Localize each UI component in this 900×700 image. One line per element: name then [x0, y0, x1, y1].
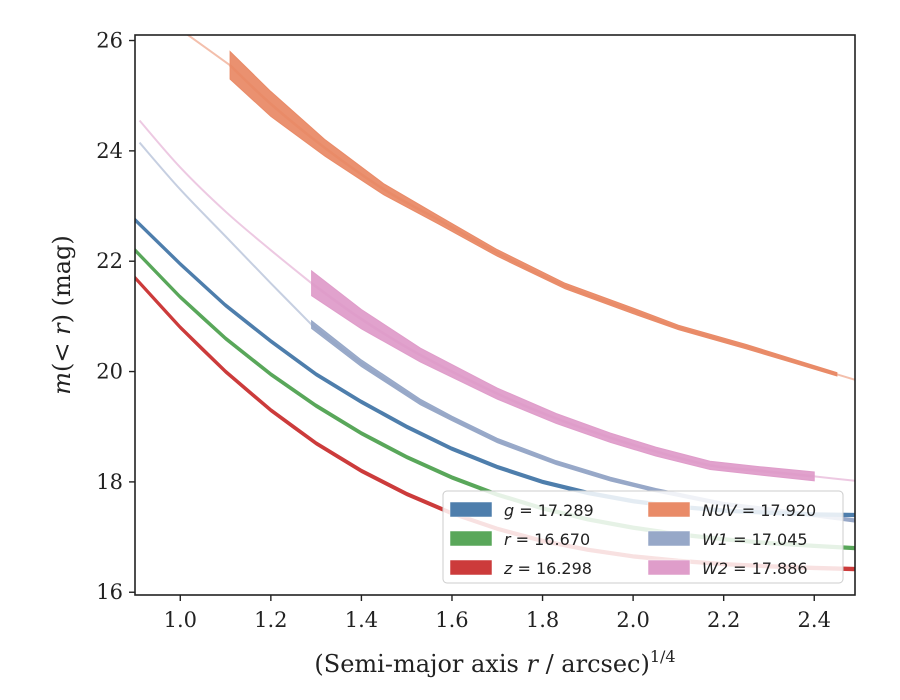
x-tick-label: 2.2	[707, 608, 740, 632]
y-tick-label: 22	[96, 249, 123, 273]
x-label-exponent: 1/4	[650, 647, 676, 666]
series-W2-band	[311, 269, 815, 482]
x-tick-label: 1.6	[435, 608, 468, 632]
series-W2-line	[310, 282, 815, 478]
legend-item-z: z = 16.298	[449, 559, 592, 578]
legend-label-W2: W2 = 17.886	[702, 559, 808, 578]
y-axis-label: m(< r) (mag)	[48, 235, 76, 395]
x-label-suffix: / arcsec)	[538, 650, 650, 678]
series-NUV-extrapolation-before	[186, 35, 231, 67]
legend-label-r: r = 16.670	[504, 530, 590, 549]
legend-swatch-W1	[647, 530, 691, 547]
series-W2-extrapolation-after	[814, 475, 855, 482]
y-tick-label: 18	[96, 470, 123, 494]
series-W1-extrapolation-before	[138, 141, 313, 326]
legend-item-W2: W2 = 17.886	[647, 559, 808, 578]
legend: g = 17.289 r = 16.670 z = 16.298 NUV = 17.9…	[442, 490, 844, 584]
legend-item-NUV: NUV = 17.920	[647, 501, 816, 520]
legend-swatch-NUV	[647, 501, 691, 518]
series-W2-extrapolation-before	[138, 119, 313, 285]
x-axis: 1.0 1.2 1.4 1.6 1.8 2.0 2.2 2.4	[164, 595, 831, 632]
series-NUV-line	[229, 64, 838, 376]
x-tick-label: 1.0	[164, 608, 197, 632]
legend-label-z: z = 16.298	[503, 559, 592, 578]
y-tick-label: 16	[96, 580, 123, 604]
legend-swatch-W2	[647, 559, 691, 576]
legend-label-NUV: NUV = 17.920	[702, 501, 816, 520]
y-tick-label: 24	[96, 139, 123, 163]
y-tick-label: 26	[96, 29, 123, 53]
y-label-prefix-m: m	[48, 372, 76, 395]
legend-swatch-g	[449, 501, 493, 518]
series-W1-band	[311, 319, 855, 523]
y-axis: 16 18 20 22 24 26	[96, 29, 135, 604]
legend-swatch-z	[449, 559, 493, 576]
legend-label-g: g = 17.289	[504, 501, 594, 520]
series-NUV-band	[229, 50, 838, 377]
legend-label-W1: W1 = 17.045	[702, 530, 808, 549]
series-NUV	[186, 35, 855, 381]
y-tick-label: 20	[96, 360, 123, 384]
x-tick-label: 2.0	[616, 608, 649, 632]
legend-item-r: r = 16.670	[449, 530, 590, 549]
legend-item-g: g = 17.289	[449, 501, 594, 520]
x-tick-label: 1.8	[526, 608, 559, 632]
legend-item-W1: W1 = 17.045	[647, 530, 808, 549]
plot-frame	[134, 34, 856, 596]
legend-swatch-r	[449, 530, 493, 547]
y-label-prefix-rest: (<	[48, 335, 76, 372]
x-tick-label: 1.2	[254, 608, 287, 632]
x-tick-label: 2.4	[798, 608, 831, 632]
x-tick-label: 1.4	[345, 608, 378, 632]
series-W2	[138, 119, 855, 482]
x-label-prefix: (Semi-major axis	[314, 650, 526, 678]
x-axis-label: (Semi-major axis r / arcsec)1/4	[314, 647, 675, 678]
y-label-suffix: ) (mag)	[48, 235, 76, 323]
series-NUV-extrapolation-after	[836, 373, 855, 381]
x-label-var: r	[526, 650, 539, 678]
y-label-var: r	[48, 322, 76, 335]
legend-frame	[442, 490, 844, 584]
